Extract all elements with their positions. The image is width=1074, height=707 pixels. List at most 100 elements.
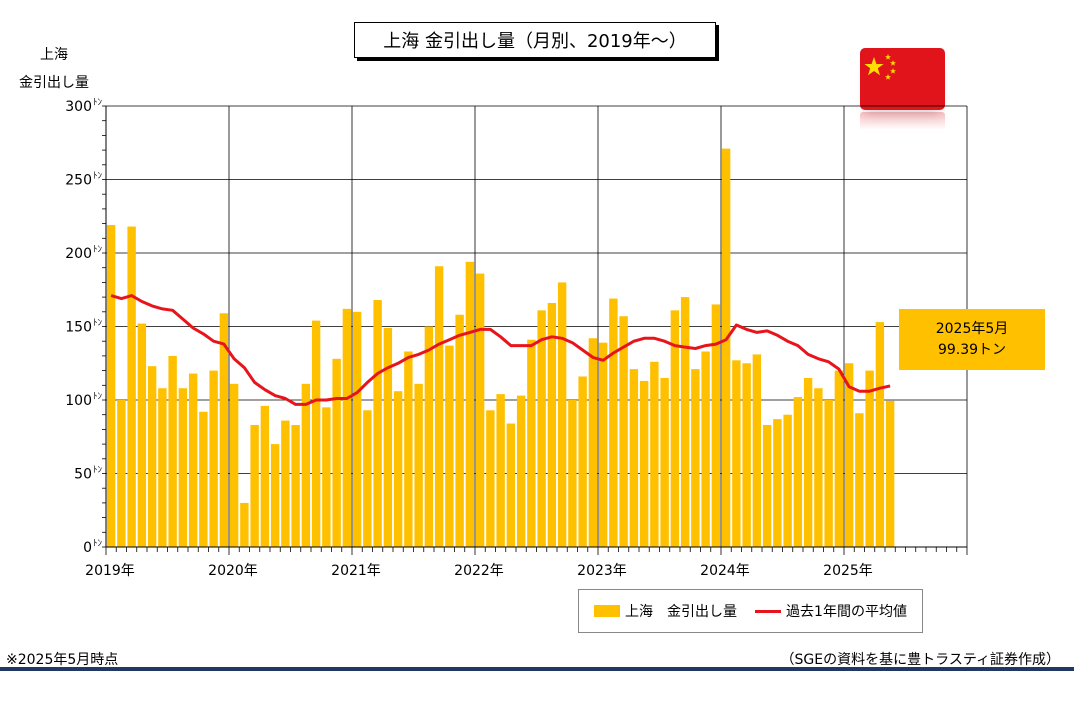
bar bbox=[824, 400, 833, 547]
x-tick-label: 2023年 bbox=[577, 563, 627, 579]
legend-item-bars: 上海 金引出し量 bbox=[594, 601, 737, 621]
line-series bbox=[110, 294, 891, 406]
bar bbox=[568, 400, 577, 547]
chart-title: 上海 金引出し量（月別、2019年～） bbox=[354, 22, 716, 58]
y-tick-unit: ﾄﾝ bbox=[93, 539, 103, 549]
bar bbox=[445, 345, 454, 547]
bar bbox=[834, 370, 844, 547]
y-axis-label: 上海 金引出し量 bbox=[14, 44, 94, 92]
bar bbox=[885, 400, 895, 547]
bar bbox=[465, 261, 475, 547]
bar bbox=[342, 308, 352, 547]
bar bbox=[250, 424, 259, 547]
y-tick-label: 200 bbox=[65, 246, 92, 262]
bar bbox=[639, 380, 649, 547]
legend-swatch-line bbox=[755, 609, 782, 613]
bar bbox=[158, 388, 167, 547]
legend-item-line: 過去1年間の平均値 bbox=[755, 601, 907, 621]
bar bbox=[424, 326, 434, 547]
bar bbox=[609, 298, 618, 547]
bar bbox=[598, 342, 608, 547]
x-tick-labels: 2019年 2020年 2021年 2022年 2023年 2024年 2025年 bbox=[85, 563, 873, 579]
y-tick-unit: ﾄﾝ bbox=[93, 98, 103, 108]
latest-value-callout: 2025年5月 99.39トン bbox=[899, 309, 1045, 370]
x-tick-label: 2025年 bbox=[823, 563, 873, 579]
y-tick-unit: ﾄﾝ bbox=[93, 392, 103, 402]
bar bbox=[557, 282, 567, 547]
bar bbox=[117, 400, 126, 547]
bar bbox=[168, 355, 177, 547]
bar bbox=[701, 351, 710, 547]
bar bbox=[127, 226, 136, 548]
y-tick-unit: ﾄﾝ bbox=[93, 466, 103, 476]
bar bbox=[527, 339, 536, 547]
bar bbox=[178, 388, 188, 547]
bar bbox=[363, 410, 372, 547]
china-flag-icon bbox=[860, 48, 945, 110]
bar bbox=[414, 383, 423, 547]
bar bbox=[506, 423, 516, 547]
bar bbox=[291, 424, 300, 547]
bar bbox=[711, 304, 721, 547]
bar bbox=[619, 316, 628, 547]
bar bbox=[373, 300, 382, 547]
bar bbox=[383, 327, 393, 547]
bar bbox=[660, 377, 669, 547]
legend-label-line: 過去1年間の平均値 bbox=[786, 604, 907, 620]
bottom-rule bbox=[0, 667, 1074, 671]
callout-date: 2025年5月 bbox=[935, 320, 1009, 337]
bar bbox=[814, 388, 823, 547]
bar bbox=[793, 397, 803, 547]
bar bbox=[865, 370, 874, 547]
bar bbox=[455, 314, 464, 547]
bar bbox=[106, 225, 116, 547]
bar bbox=[393, 391, 403, 547]
legend-swatch-bar bbox=[594, 605, 621, 617]
footnote-date: ※2025年5月時点 bbox=[6, 652, 119, 668]
x-tick-label: 2024年 bbox=[700, 563, 750, 579]
bar bbox=[301, 383, 311, 547]
bar bbox=[322, 407, 331, 547]
callout-value: 99.39トン bbox=[937, 341, 1007, 358]
bar bbox=[578, 376, 587, 547]
y-axis-label-line-2: 金引出し量 bbox=[19, 75, 89, 91]
bar bbox=[875, 322, 885, 547]
bar bbox=[721, 148, 731, 547]
bar bbox=[680, 297, 690, 547]
bar bbox=[691, 369, 700, 547]
bar bbox=[752, 354, 762, 547]
legend: 上海 金引出し量 過去1年間の平均値 bbox=[578, 589, 923, 633]
bar bbox=[547, 302, 557, 547]
y-tick-label: 0 bbox=[83, 540, 92, 556]
bar bbox=[281, 420, 290, 547]
x-tick-label: 2022年 bbox=[454, 563, 504, 579]
x-tick-label: 2019年 bbox=[85, 563, 135, 579]
bar bbox=[260, 405, 270, 547]
bar bbox=[855, 413, 864, 547]
bar bbox=[742, 363, 751, 547]
bar bbox=[486, 410, 495, 547]
bar bbox=[844, 363, 854, 547]
bar bbox=[404, 351, 413, 547]
y-tick-unit: ﾄﾝ bbox=[93, 319, 103, 329]
bar bbox=[773, 419, 782, 547]
bar bbox=[762, 424, 772, 547]
y-axis-label-line-1: 上海 bbox=[40, 47, 68, 63]
legend-label-bars: 上海 金引出し量 bbox=[625, 604, 738, 620]
bar bbox=[270, 444, 280, 547]
bar bbox=[516, 395, 526, 547]
flag-reflection bbox=[860, 112, 945, 130]
x-tick-label: 2020年 bbox=[208, 563, 258, 579]
bar bbox=[434, 266, 444, 547]
bar bbox=[670, 310, 680, 547]
y-tick-label: 50 bbox=[74, 467, 92, 483]
bar bbox=[475, 273, 485, 547]
y-tick-unit: ﾄﾝ bbox=[93, 245, 103, 255]
footnote-source: （SGEの資料を基に豊トラスティ証券作成） bbox=[780, 652, 1060, 668]
axes bbox=[102, 105, 968, 555]
y-tick-label: 150 bbox=[65, 320, 92, 336]
y-tick-label: 300 bbox=[65, 99, 92, 115]
grid-lines bbox=[106, 105, 968, 547]
